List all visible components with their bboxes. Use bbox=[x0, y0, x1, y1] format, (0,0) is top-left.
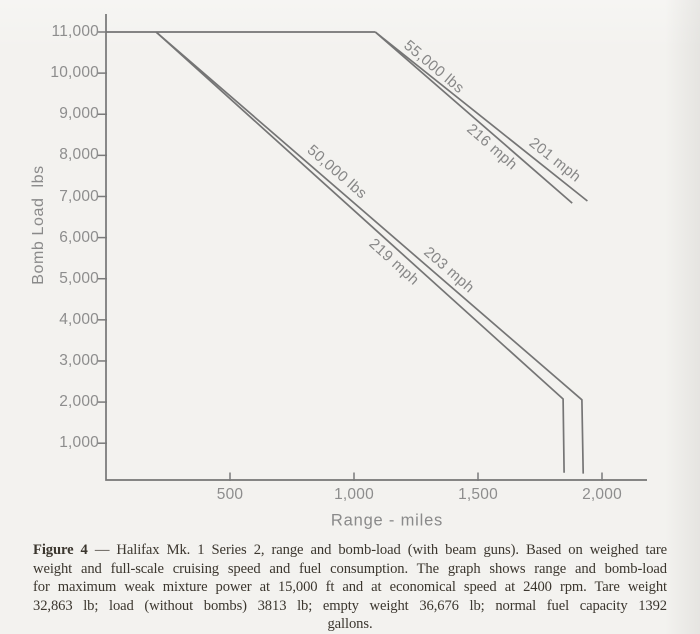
caption-line: for maximum weak mixture power at 15,000… bbox=[33, 579, 667, 596]
figure-number: Figure 4 bbox=[33, 542, 88, 558]
y-tick-label: 4,000 bbox=[59, 310, 99, 328]
y-tick-label: 2,000 bbox=[59, 393, 99, 411]
chart-line-1 bbox=[374, 31, 573, 204]
y-tick-label: 9,000 bbox=[59, 105, 99, 123]
y-tick-label: 10,000 bbox=[50, 64, 99, 82]
y-tick-label: 11,000 bbox=[51, 23, 99, 40]
x-tick-label: 1,000 bbox=[334, 486, 374, 503]
y-tick-label: 3,000 bbox=[59, 352, 99, 369]
caption-line: 32,863 lb; load (without bombs) 3813 lb;… bbox=[33, 597, 667, 614]
chart-line-4 bbox=[155, 31, 585, 474]
x-tick-label: 1,500 bbox=[458, 486, 498, 503]
chart-line-2 bbox=[374, 31, 588, 202]
x-tick-label: 500 bbox=[216, 486, 244, 503]
caption-line: gallons. bbox=[327, 616, 373, 633]
x-tick-label: 2,000 bbox=[582, 486, 622, 503]
caption-text: — Halifax Mk. 1 Series 2, range and bomb… bbox=[87, 542, 668, 558]
axis-ticks bbox=[97, 31, 603, 481]
y-tick-label: 8,000 bbox=[59, 146, 99, 164]
x-axis-label: Range - miles bbox=[330, 511, 444, 530]
data-lines bbox=[106, 31, 588, 474]
y-tick-label: 1,000 bbox=[59, 434, 99, 452]
chart-line-3 bbox=[155, 31, 565, 473]
caption-line: weight and full-scale cruising speed and… bbox=[33, 560, 667, 577]
y-axis-label: Bomb Load lbs bbox=[30, 165, 47, 285]
y-tick-label: 7,000 bbox=[59, 187, 99, 205]
axes bbox=[105, 14, 647, 481]
figure-caption: Figure 4 — Halifax Mk. 1 Series 2, range… bbox=[33, 541, 667, 634]
y-tick-label: 6,000 bbox=[59, 228, 99, 246]
caption-line: Figure 4 — Halifax Mk. 1 Series 2, range… bbox=[33, 541, 667, 560]
y-tick-label: 5,000 bbox=[59, 269, 99, 287]
